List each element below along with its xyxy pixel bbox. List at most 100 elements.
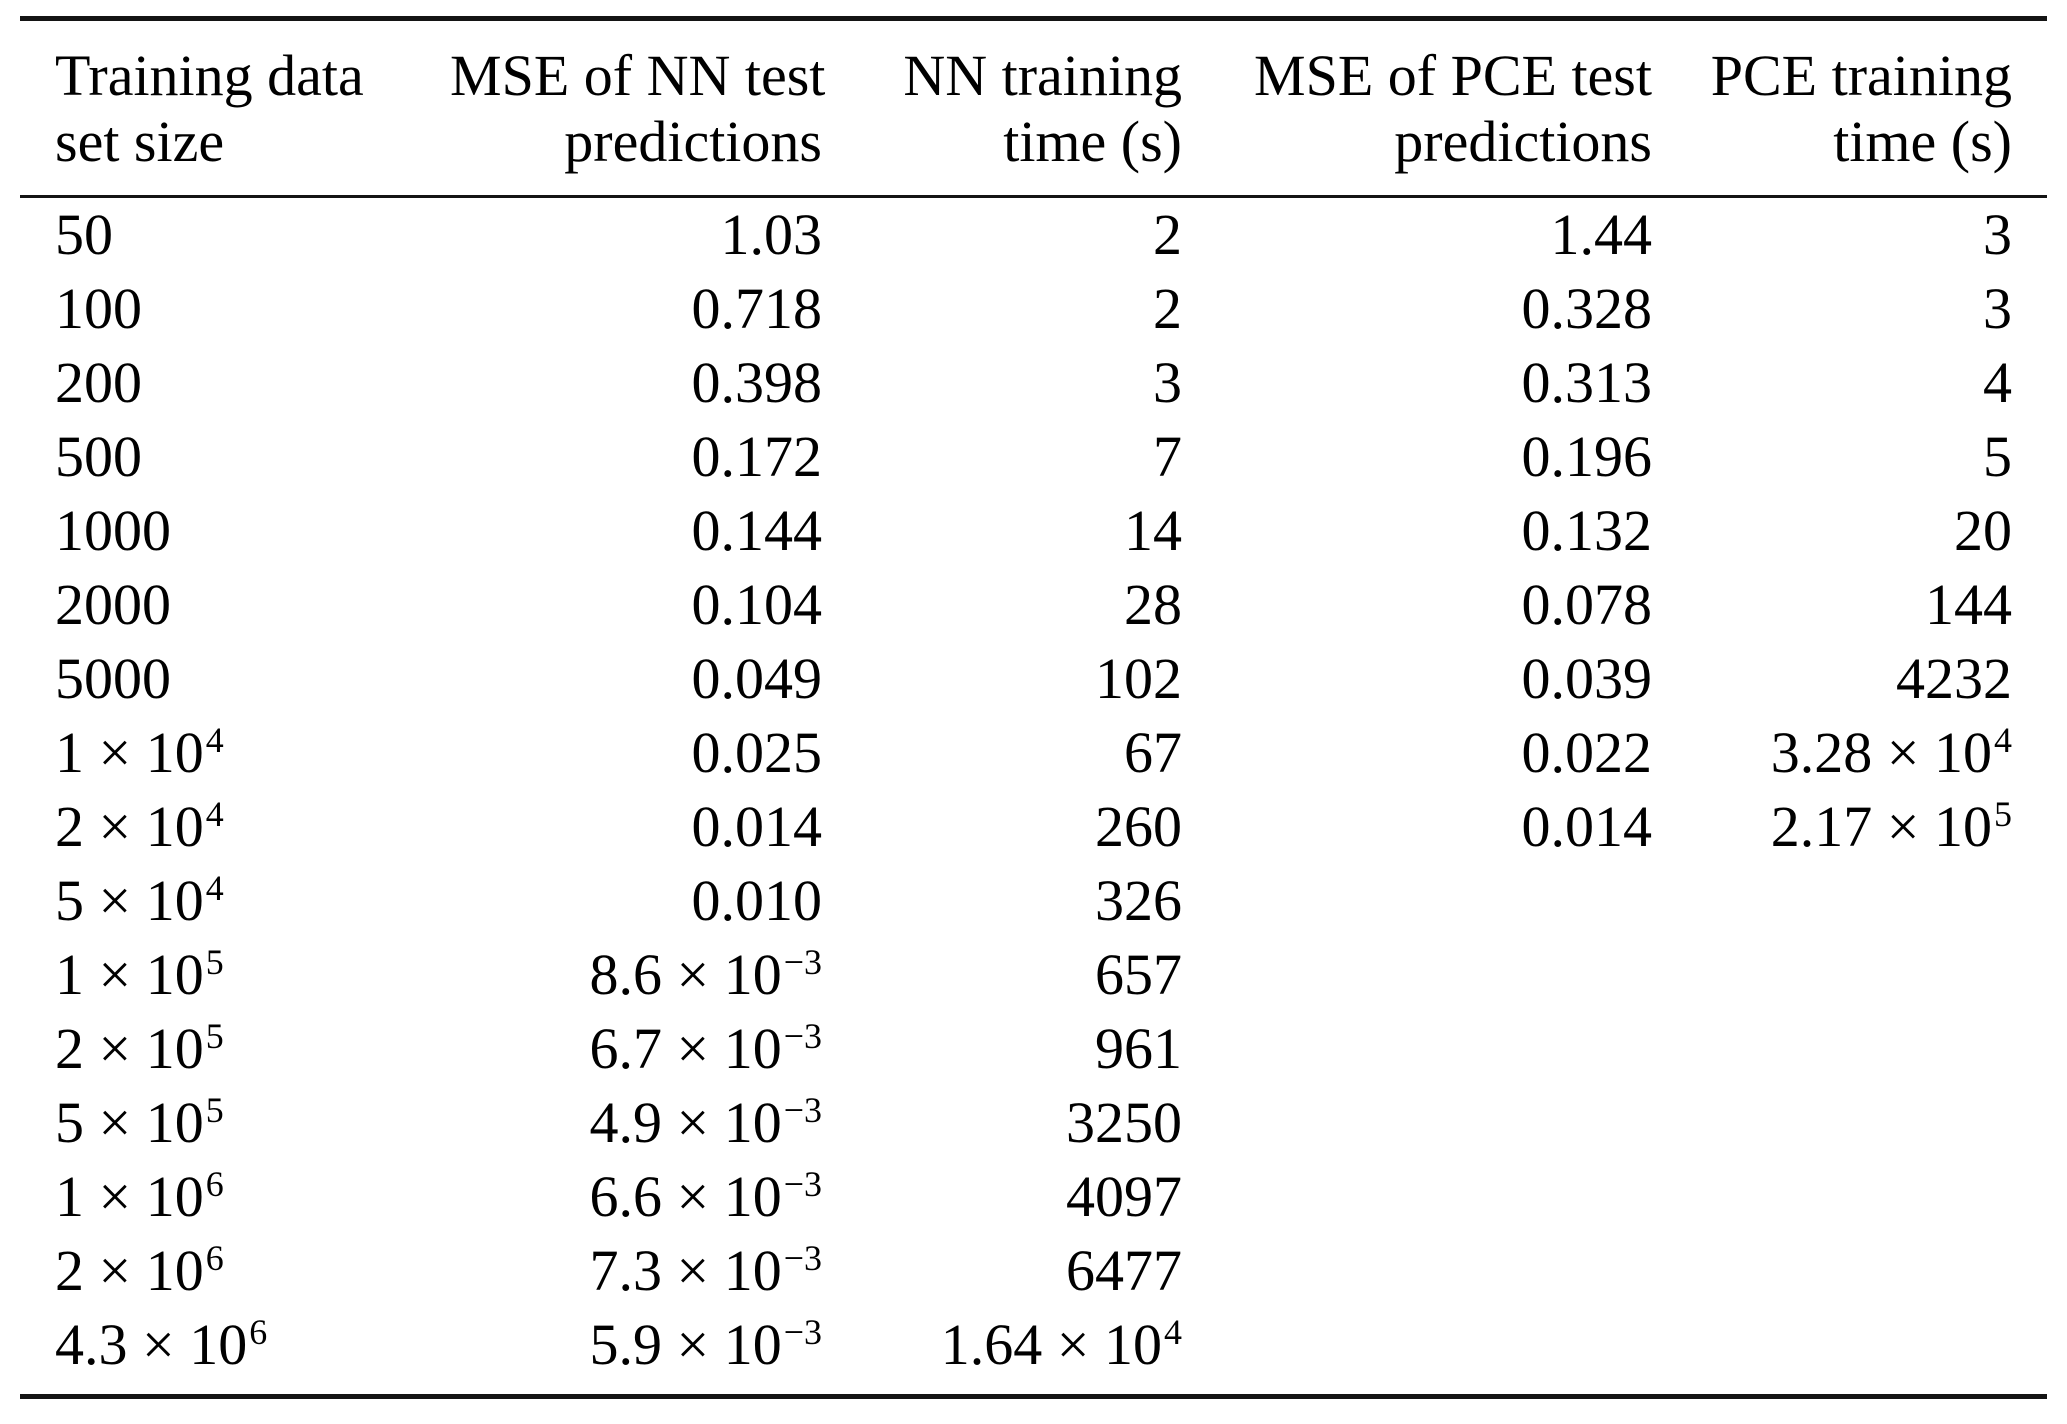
table-top-rule <box>20 16 2047 21</box>
table-row: 200 0.398 3 0.313 4 <box>20 346 2047 420</box>
exponent: −3 <box>783 1090 822 1131</box>
table-cell: 5 <box>1983 424 2012 489</box>
table-cell: 0.172 <box>691 424 823 489</box>
table-cell: 5000 <box>55 646 171 711</box>
table-cell: 4.9 × 10−3 <box>589 1090 822 1155</box>
table-cell: 0.144 <box>691 498 823 563</box>
table-cell: 4097 <box>1066 1164 1182 1229</box>
table-cell: 260 <box>1095 794 1182 859</box>
table-cell <box>1190 1234 1660 1308</box>
table-row: 2 × 104 0.014 260 0.014 2.17 × 105 <box>20 790 2047 864</box>
table-row: 50 1.03 2 1.44 3 <box>20 198 2047 272</box>
table-cell: 1 × 104 <box>55 720 224 785</box>
table-cell: 0.014 <box>1521 794 1653 859</box>
table-cell: 3250 <box>1066 1090 1182 1155</box>
results-table: Training data set size MSE of NN test pr… <box>20 21 2047 195</box>
exponent: 5 <box>205 942 224 983</box>
header-line: NN training <box>903 43 1182 108</box>
table-cell: 7 <box>1153 424 1182 489</box>
bottom-gap <box>20 1382 2047 1394</box>
table-cell: 657 <box>1095 942 1182 1007</box>
exponent: −3 <box>783 942 822 983</box>
results-table-body: 50 1.03 2 1.44 3 100 0.718 2 0.328 3 200 0.398 3 0.31… <box>20 198 2047 1382</box>
table-cell: 0.039 <box>1521 646 1653 711</box>
header-row: Training data set size MSE of NN test pr… <box>20 21 2047 195</box>
exponent: −3 <box>783 1238 822 1279</box>
table-cell: 50 <box>55 202 113 267</box>
table-cell: 0.104 <box>691 572 823 637</box>
table-cell: 0.132 <box>1521 498 1653 563</box>
table-cell: 0.196 <box>1521 424 1653 489</box>
table-cell: 3 <box>1153 350 1182 415</box>
table-cell: 500 <box>55 424 142 489</box>
table-cell: 0.398 <box>691 350 823 415</box>
table-cell: 0.313 <box>1521 350 1653 415</box>
exponent: −3 <box>783 1164 822 1205</box>
table-bottom-rule <box>20 1394 2047 1399</box>
table-row: 1 × 104 0.025 67 0.022 3.28 × 104 <box>20 716 2047 790</box>
header-line: MSE of PCE test <box>1254 43 1652 108</box>
table-cell: 2 <box>1153 202 1182 267</box>
table-cell <box>1660 1234 2047 1308</box>
table-cell: 1 × 106 <box>55 1164 224 1229</box>
table-cell: 200 <box>55 350 142 415</box>
table-cell: 2 × 106 <box>55 1238 224 1303</box>
exponent: 4 <box>1164 1312 1182 1353</box>
table-row: 5 × 105 4.9 × 10−3 3250 <box>20 1086 2047 1160</box>
table-row: 1 × 105 8.6 × 10−3 657 <box>20 938 2047 1012</box>
header-line: time (s) <box>1833 109 2012 174</box>
table-cell <box>1660 864 2047 938</box>
table-cell: 1.44 <box>1550 202 1653 267</box>
table-cell: 2.17 × 105 <box>1770 794 2012 859</box>
exponent: 5 <box>205 1090 224 1131</box>
table-cell: 1 × 105 <box>55 942 224 1007</box>
table-cell: 7.3 × 10−3 <box>589 1238 822 1303</box>
table-cell: 3.28 × 104 <box>1770 720 2012 785</box>
table-row: 100 0.718 2 0.328 3 <box>20 272 2047 346</box>
table-row: 5000 0.049 102 0.039 4232 <box>20 642 2047 716</box>
table-row: 2 × 105 6.7 × 10−3 961 <box>20 1012 2047 1086</box>
table-cell: 4.3 × 106 <box>55 1312 268 1377</box>
exponent: 4 <box>205 720 224 761</box>
table-cell: 1.03 <box>720 202 823 267</box>
table-cell: 3 <box>1983 276 2012 341</box>
table-cell <box>1190 864 1660 938</box>
table-cell: 100 <box>55 276 142 341</box>
table-cell <box>1660 938 2047 1012</box>
exponent: 6 <box>205 1238 224 1279</box>
table-header: Training data set size MSE of NN test pr… <box>20 21 2047 195</box>
table-row: 2 × 106 7.3 × 10−3 6477 <box>20 1234 2047 1308</box>
table-cell <box>1660 1086 2047 1160</box>
header-cell-nn-time: NN training time (s) <box>830 21 1190 195</box>
header-line: Training data <box>55 43 364 108</box>
table-cell: 4232 <box>1896 646 2012 711</box>
table-cell: 0.022 <box>1521 720 1653 785</box>
table-row: 500 0.172 7 0.196 5 <box>20 420 2047 494</box>
table-row: 1 × 106 6.6 × 10−3 4097 <box>20 1160 2047 1234</box>
exponent: −3 <box>783 1016 822 1057</box>
table-cell: 0.049 <box>691 646 823 711</box>
table-cell: 0.078 <box>1521 572 1653 637</box>
table-cell <box>1190 1012 1660 1086</box>
table-cell: 6.7 × 10−3 <box>589 1016 822 1081</box>
table-cell: 0.014 <box>691 794 823 859</box>
table-row: 4.3 × 106 5.9 × 10−3 1.64 × 104 <box>20 1308 2047 1382</box>
table-header-rule <box>20 195 2047 198</box>
table-cell: 0.010 <box>691 868 823 933</box>
table-cell: 20 <box>1954 498 2012 563</box>
table-cell: 2 <box>1153 276 1182 341</box>
exponent: 6 <box>249 1312 268 1353</box>
header-cell-training-set-size: Training data set size <box>20 21 450 195</box>
table-cell: 1000 <box>55 498 171 563</box>
table-cell: 961 <box>1095 1016 1182 1081</box>
table-cell: 2000 <box>55 572 171 637</box>
exponent: 5 <box>1994 794 2012 835</box>
table-cell <box>1660 1308 2047 1382</box>
table-cell: 326 <box>1095 868 1182 933</box>
header-cell-mse-nn: MSE of NN test predictions <box>450 21 830 195</box>
table-row: 5 × 104 0.010 326 <box>20 864 2047 938</box>
table-cell: 5 × 105 <box>55 1090 224 1155</box>
exponent: 4 <box>205 868 224 909</box>
table-cell: 5 × 104 <box>55 868 224 933</box>
